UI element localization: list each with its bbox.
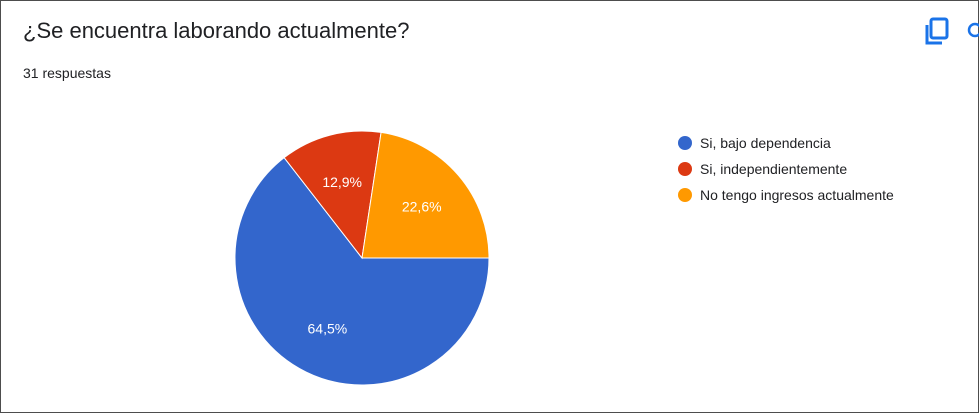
question-title: ¿Se encuentra laborando actualmente? [23, 18, 410, 43]
copy-chart-button[interactable] [923, 17, 951, 47]
chart-legend: Si, bajo dependencia Si, independientemen… [678, 130, 894, 208]
legend-label: Si, bajo dependencia [700, 135, 831, 151]
legend-swatch [678, 162, 692, 176]
slice-independientemente[interactable] [283, 130, 382, 260]
search-icon [967, 22, 979, 38]
slice-label: 64,5% [308, 321, 348, 337]
legend-label: No tengo ingresos actualmente [700, 187, 894, 203]
slice-label: 12,9% [322, 174, 362, 190]
search-button[interactable] [965, 17, 979, 47]
slice-label: 22,6% [402, 199, 442, 215]
legend-item[interactable]: Si, independientemente [678, 156, 894, 182]
slice-bajo-dependencia[interactable] [234, 156, 490, 386]
legend-label: Si, independientemente [700, 161, 848, 177]
legend-item[interactable]: Si, bajo dependencia [678, 130, 894, 156]
legend-item[interactable]: No tengo ingresos actualmente [678, 182, 894, 208]
copy-icon [925, 17, 949, 45]
legend-swatch [678, 188, 692, 202]
legend-swatch [678, 136, 692, 150]
response-count: 31 respuestas [23, 65, 111, 81]
slice-sin-ingresos[interactable] [361, 131, 490, 259]
